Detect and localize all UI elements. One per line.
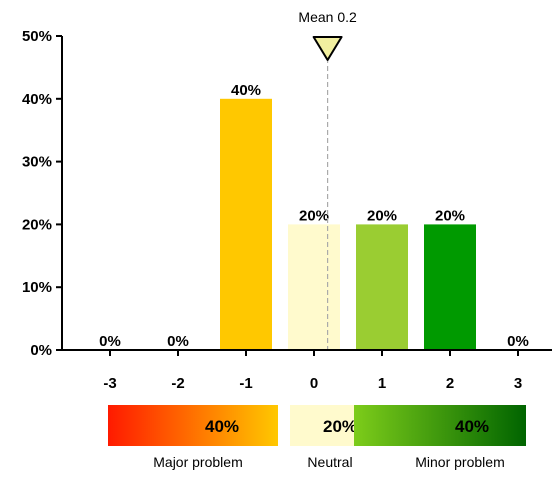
summary-segment-minor-problem (354, 405, 526, 446)
x-tick-label: -3 (103, 375, 116, 392)
bar-value-label: 0% (99, 333, 121, 350)
x-tick-label: 2 (446, 375, 454, 392)
summary-caption-major-problem: Major problem (153, 454, 242, 470)
bar-value-label: 0% (507, 333, 529, 350)
bar-value-label: 40% (231, 82, 261, 99)
y-tick-label: 40% (22, 91, 52, 108)
mean-marker (312, 36, 343, 61)
bar--1 (220, 98, 272, 350)
y-tick-label: 10% (22, 279, 52, 296)
y-axis: 0% 10% 20% 30% 40% 50% (22, 28, 63, 359)
summary-segment-major-problem (108, 405, 278, 446)
x-axis: -3 -2 -1 0 1 2 3 (61, 349, 552, 392)
summary-segment-neutral (290, 405, 354, 446)
y-tick-label: 20% (22, 216, 52, 233)
mean-indicator: Mean 0.2 (298, 9, 357, 350)
bar-0 (288, 224, 340, 350)
x-tick-label: -1 (239, 375, 252, 392)
summary-caption-minor-problem: Minor problem (415, 454, 504, 470)
mean-label: Mean 0.2 (298, 9, 357, 25)
summary-percent-neutral: 20% (323, 417, 357, 436)
bar-1 (356, 224, 408, 350)
bars: 0% 0% 40% 20% 20% 20% 0% (99, 82, 529, 350)
summary-bar: 40% Major problem 20% Neutral 40% Minor probl… (108, 405, 526, 470)
summary-percent-minor-problem: 40% (455, 417, 489, 436)
y-tick-label: 50% (22, 28, 52, 45)
y-tick-label: 0% (30, 342, 52, 359)
bar-value-label: 20% (367, 207, 397, 224)
bar-value-label: 0% (167, 333, 189, 350)
x-tick-label: 1 (378, 375, 386, 392)
summary-percent-major-problem: 40% (205, 417, 239, 436)
x-tick-label: 0 (310, 375, 318, 392)
x-tick-label: -2 (171, 375, 184, 392)
bar-value-label: 20% (299, 207, 329, 224)
x-tick-label: 3 (514, 375, 522, 392)
y-tick-label: 30% (22, 154, 52, 171)
bar-2 (424, 224, 476, 350)
bar-value-label: 20% (435, 207, 465, 224)
summary-caption-neutral: Neutral (307, 454, 352, 470)
